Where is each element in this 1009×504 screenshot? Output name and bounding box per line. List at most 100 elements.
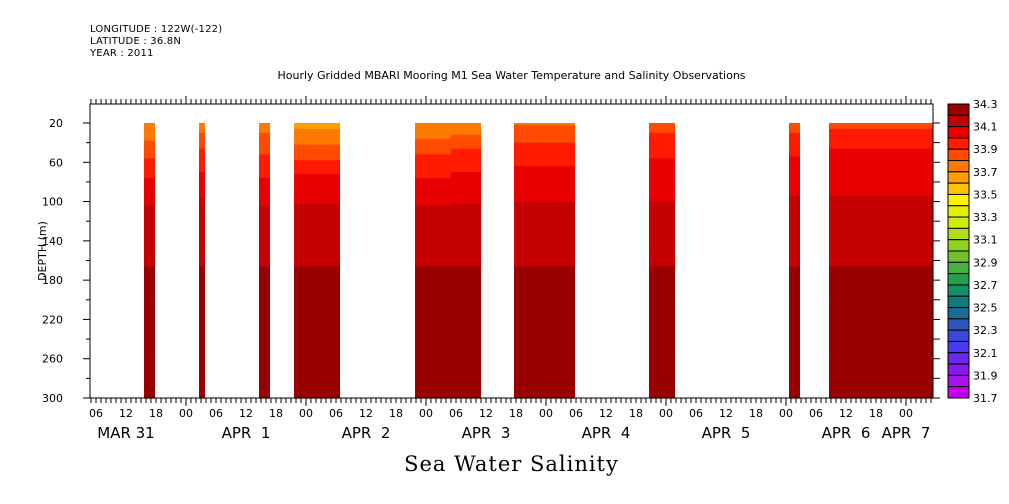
data-cell xyxy=(451,250,481,254)
data-cell xyxy=(294,260,340,264)
data-cell xyxy=(649,372,675,376)
data-cell xyxy=(294,193,340,197)
data-cell xyxy=(649,170,675,173)
data-cell xyxy=(649,168,675,171)
data-cell xyxy=(649,187,675,191)
x-axis: 06 12 18 00 06 12 18 00 06 12 18 00 06 12 18 00 06 12 18 00… xyxy=(89,96,932,442)
data-cell xyxy=(415,364,451,368)
data-cell xyxy=(415,215,451,218)
x-date-label: APR 4 xyxy=(582,424,631,442)
data-cell xyxy=(259,123,270,126)
x-tick-label: 12 xyxy=(839,407,853,420)
data-cell xyxy=(451,303,481,307)
data-cell xyxy=(199,394,205,397)
colorbar-swatch xyxy=(947,307,970,320)
data-segment xyxy=(415,123,451,399)
data-cell xyxy=(451,223,481,226)
data-cell xyxy=(144,390,155,393)
data-cell xyxy=(829,360,933,364)
data-cell xyxy=(294,246,340,250)
data-cell xyxy=(294,386,340,389)
data-cell xyxy=(294,274,340,277)
colorbar-label: 32.9 xyxy=(973,256,998,269)
data-cell xyxy=(829,317,933,321)
data-cell xyxy=(294,335,340,338)
data-cell xyxy=(199,321,205,324)
data-cell xyxy=(415,234,451,238)
data-cell xyxy=(259,162,270,165)
data-cell xyxy=(415,360,451,364)
data-cell xyxy=(415,189,451,193)
data-cell xyxy=(514,233,575,236)
data-cell xyxy=(415,293,451,297)
data-cell xyxy=(451,136,481,140)
data-cell xyxy=(415,386,451,389)
data-cell xyxy=(144,394,155,397)
y-axis-label: DEPTH (m) xyxy=(36,221,49,281)
data-cell xyxy=(514,166,575,169)
data-cell xyxy=(829,152,933,156)
data-cell xyxy=(199,166,205,169)
data-cell xyxy=(199,162,205,165)
data-cell xyxy=(199,282,205,285)
data-cell xyxy=(514,344,575,348)
data-cell xyxy=(144,356,155,360)
data-cell xyxy=(649,276,675,279)
data-cell xyxy=(294,164,340,167)
data-cell xyxy=(451,274,481,277)
colorbar-swatch xyxy=(947,273,970,286)
data-cell xyxy=(649,305,675,309)
data-cell xyxy=(144,372,155,376)
data-cell xyxy=(294,295,340,299)
data-cell xyxy=(649,205,675,209)
x-tick-label: 00 xyxy=(779,407,793,420)
data-cell xyxy=(199,236,205,240)
data-cell xyxy=(514,354,575,358)
data-cell xyxy=(199,158,205,161)
data-cell xyxy=(294,341,340,344)
data-cell xyxy=(649,396,675,399)
data-cell xyxy=(829,319,933,322)
data-cell xyxy=(451,203,481,207)
data-cell xyxy=(451,126,481,130)
colorbar-swatch xyxy=(947,137,970,150)
data-cell xyxy=(789,392,800,395)
data-cell xyxy=(789,238,800,242)
data-cell xyxy=(451,394,481,397)
data-cell xyxy=(415,156,451,159)
data-cell xyxy=(294,388,340,391)
data-cell xyxy=(789,372,800,376)
data-cell xyxy=(259,350,270,354)
data-cell xyxy=(451,297,481,301)
data-cell xyxy=(649,258,675,262)
data-cell xyxy=(789,295,800,299)
data-cell xyxy=(294,394,340,397)
data-cell xyxy=(199,372,205,376)
data-cell xyxy=(144,311,155,315)
data-cell xyxy=(829,166,933,169)
data-cell xyxy=(415,303,451,307)
x-tick-label: 12 xyxy=(599,407,613,420)
data-cell xyxy=(415,380,451,383)
data-cell xyxy=(294,203,340,207)
data-cell xyxy=(789,240,800,244)
colorbar-label: 32.1 xyxy=(973,347,998,360)
data-cell xyxy=(415,252,451,256)
data-cell xyxy=(294,172,340,175)
data-cell xyxy=(829,280,933,283)
data-cell xyxy=(789,289,800,293)
data-cell xyxy=(415,185,451,189)
data-cell xyxy=(259,317,270,321)
data-cell xyxy=(829,272,933,275)
data-cell xyxy=(259,221,270,224)
data-cell xyxy=(514,392,575,395)
data-cell xyxy=(451,354,481,358)
data-cell xyxy=(415,374,451,377)
colorbar-swatch xyxy=(947,160,970,173)
data-cell xyxy=(451,266,481,269)
data-cell xyxy=(649,201,675,205)
data-cell xyxy=(789,225,800,228)
data-cell xyxy=(789,333,800,336)
x-tick-label: 18 xyxy=(629,407,643,420)
data-cell xyxy=(294,343,340,346)
